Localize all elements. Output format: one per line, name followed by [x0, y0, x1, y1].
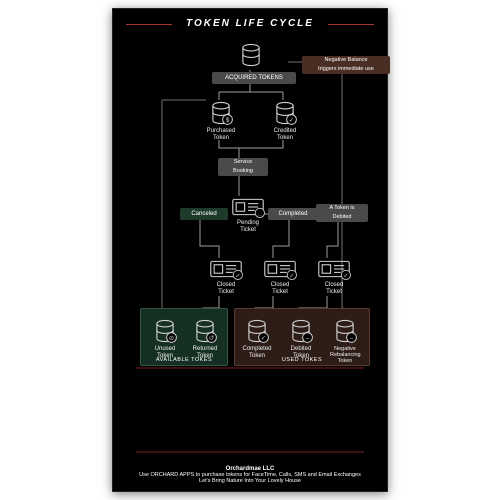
closed_r-node: ✓ ClosedTicket [314, 258, 354, 296]
completed-tag: Completed [268, 208, 318, 220]
credited-node: ✓ CreditedToken [270, 100, 300, 142]
svg-text:✓: ✓ [261, 335, 266, 342]
acquired-tokens-icon [238, 42, 264, 70]
neg_rebal-node: – NegativeRebalancingToken [330, 318, 360, 364]
footer-slogan: Let's Bring Nature Into Your Lovely Hous… [112, 478, 388, 484]
unused-node: ⊘ UnusedToken [150, 318, 180, 360]
debit_evt-tag: A Token isDebited [316, 204, 368, 222]
debited-node: – DebitedToken [286, 318, 316, 360]
footer: Orchardmae LLC Use ORCHARD APPS to purch… [112, 466, 388, 484]
svg-text:…: … [257, 211, 263, 217]
svg-text:✓: ✓ [289, 117, 294, 124]
poster: TOKEN LIFE CYCLE $ PurchasedToken ✓ Cred… [112, 8, 388, 492]
purchased-node: $ PurchasedToken [206, 100, 236, 142]
svg-text:$: $ [226, 117, 230, 124]
closed_m-node: ✓ ClosedTicket [260, 258, 300, 296]
svg-text:✓: ✓ [235, 273, 240, 279]
closed_l-node: ✓ ClosedTicket [206, 258, 246, 296]
pending-node: … PendingTicket [228, 196, 268, 234]
page-title: TOKEN LIFE CYCLE [112, 18, 388, 29]
svg-text:–: – [306, 335, 310, 342]
svg-text:–: – [350, 335, 354, 342]
service-tag: ServiceBooking [218, 158, 268, 176]
svg-text:↺: ↺ [209, 335, 215, 342]
completed-node: ✓ CompletedToken [242, 318, 272, 360]
svg-text:✓: ✓ [289, 273, 294, 279]
returned-node: ↺ ReturnedToken [190, 318, 220, 360]
neg_bal-tag: Negative Balancetriggers immediate use [302, 56, 390, 74]
svg-text:⊘: ⊘ [169, 335, 175, 342]
canceled-tag: Canceled [180, 208, 228, 220]
svg-text:✓: ✓ [343, 273, 348, 279]
acquired-tag: ACQUIRED TOKENS [212, 72, 296, 84]
